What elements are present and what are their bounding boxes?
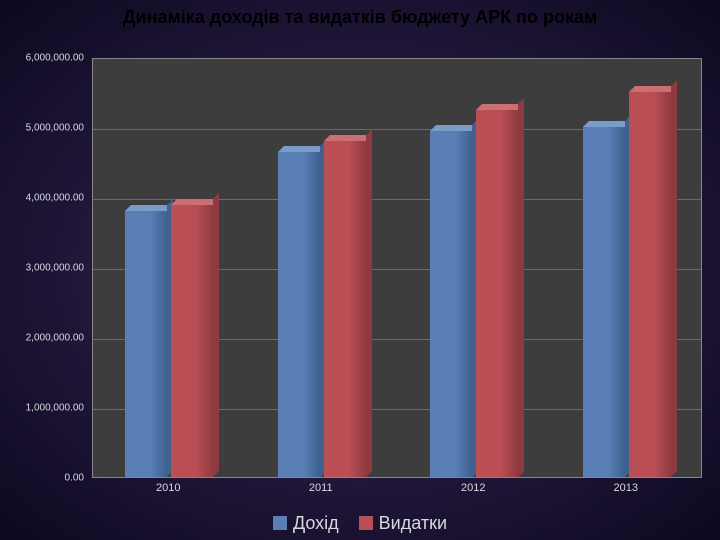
legend-swatch bbox=[359, 516, 373, 530]
y-tick-label: 5,000,000.00 bbox=[26, 123, 84, 134]
y-tick-label: 6,000,000.00 bbox=[26, 53, 84, 64]
y-tick-label: 2,000,000.00 bbox=[26, 333, 84, 344]
x-tick-label: 2011 bbox=[309, 482, 333, 494]
y-tick-label: 3,000,000.00 bbox=[26, 263, 84, 274]
y-tick-label: 4,000,000.00 bbox=[26, 193, 84, 204]
bar bbox=[278, 152, 320, 478]
bar bbox=[476, 110, 518, 478]
x-tick-label: 2012 bbox=[461, 482, 485, 494]
y-tick-label: 0.00 bbox=[65, 473, 84, 484]
bar bbox=[171, 205, 213, 477]
x-tick-label: 2013 bbox=[614, 482, 638, 494]
x-tick-label: 2010 bbox=[156, 482, 180, 494]
legend-label: Видатки bbox=[379, 513, 447, 533]
bar bbox=[125, 211, 167, 477]
x-axis: 2010 2011 2012 2013 bbox=[92, 478, 702, 498]
bar bbox=[324, 141, 366, 477]
legend-item: Видатки bbox=[359, 513, 447, 534]
plot-area bbox=[92, 58, 702, 478]
chart-area: 0.001,000,000.002,000,000.003,000,000.00… bbox=[18, 58, 702, 478]
legend-label: Дохід bbox=[293, 513, 339, 533]
bar bbox=[629, 92, 671, 477]
legend-swatch bbox=[273, 516, 287, 530]
y-tick-label: 1,000,000.00 bbox=[26, 403, 84, 414]
y-axis: 0.001,000,000.002,000,000.003,000,000.00… bbox=[18, 58, 88, 478]
bar bbox=[430, 131, 472, 478]
chart-title: Динаміка доходів та видатків бюджету АРК… bbox=[0, 0, 720, 29]
legend-item: Дохід bbox=[273, 513, 339, 534]
bar bbox=[583, 127, 625, 477]
legend: Дохід Видатки bbox=[0, 513, 720, 534]
